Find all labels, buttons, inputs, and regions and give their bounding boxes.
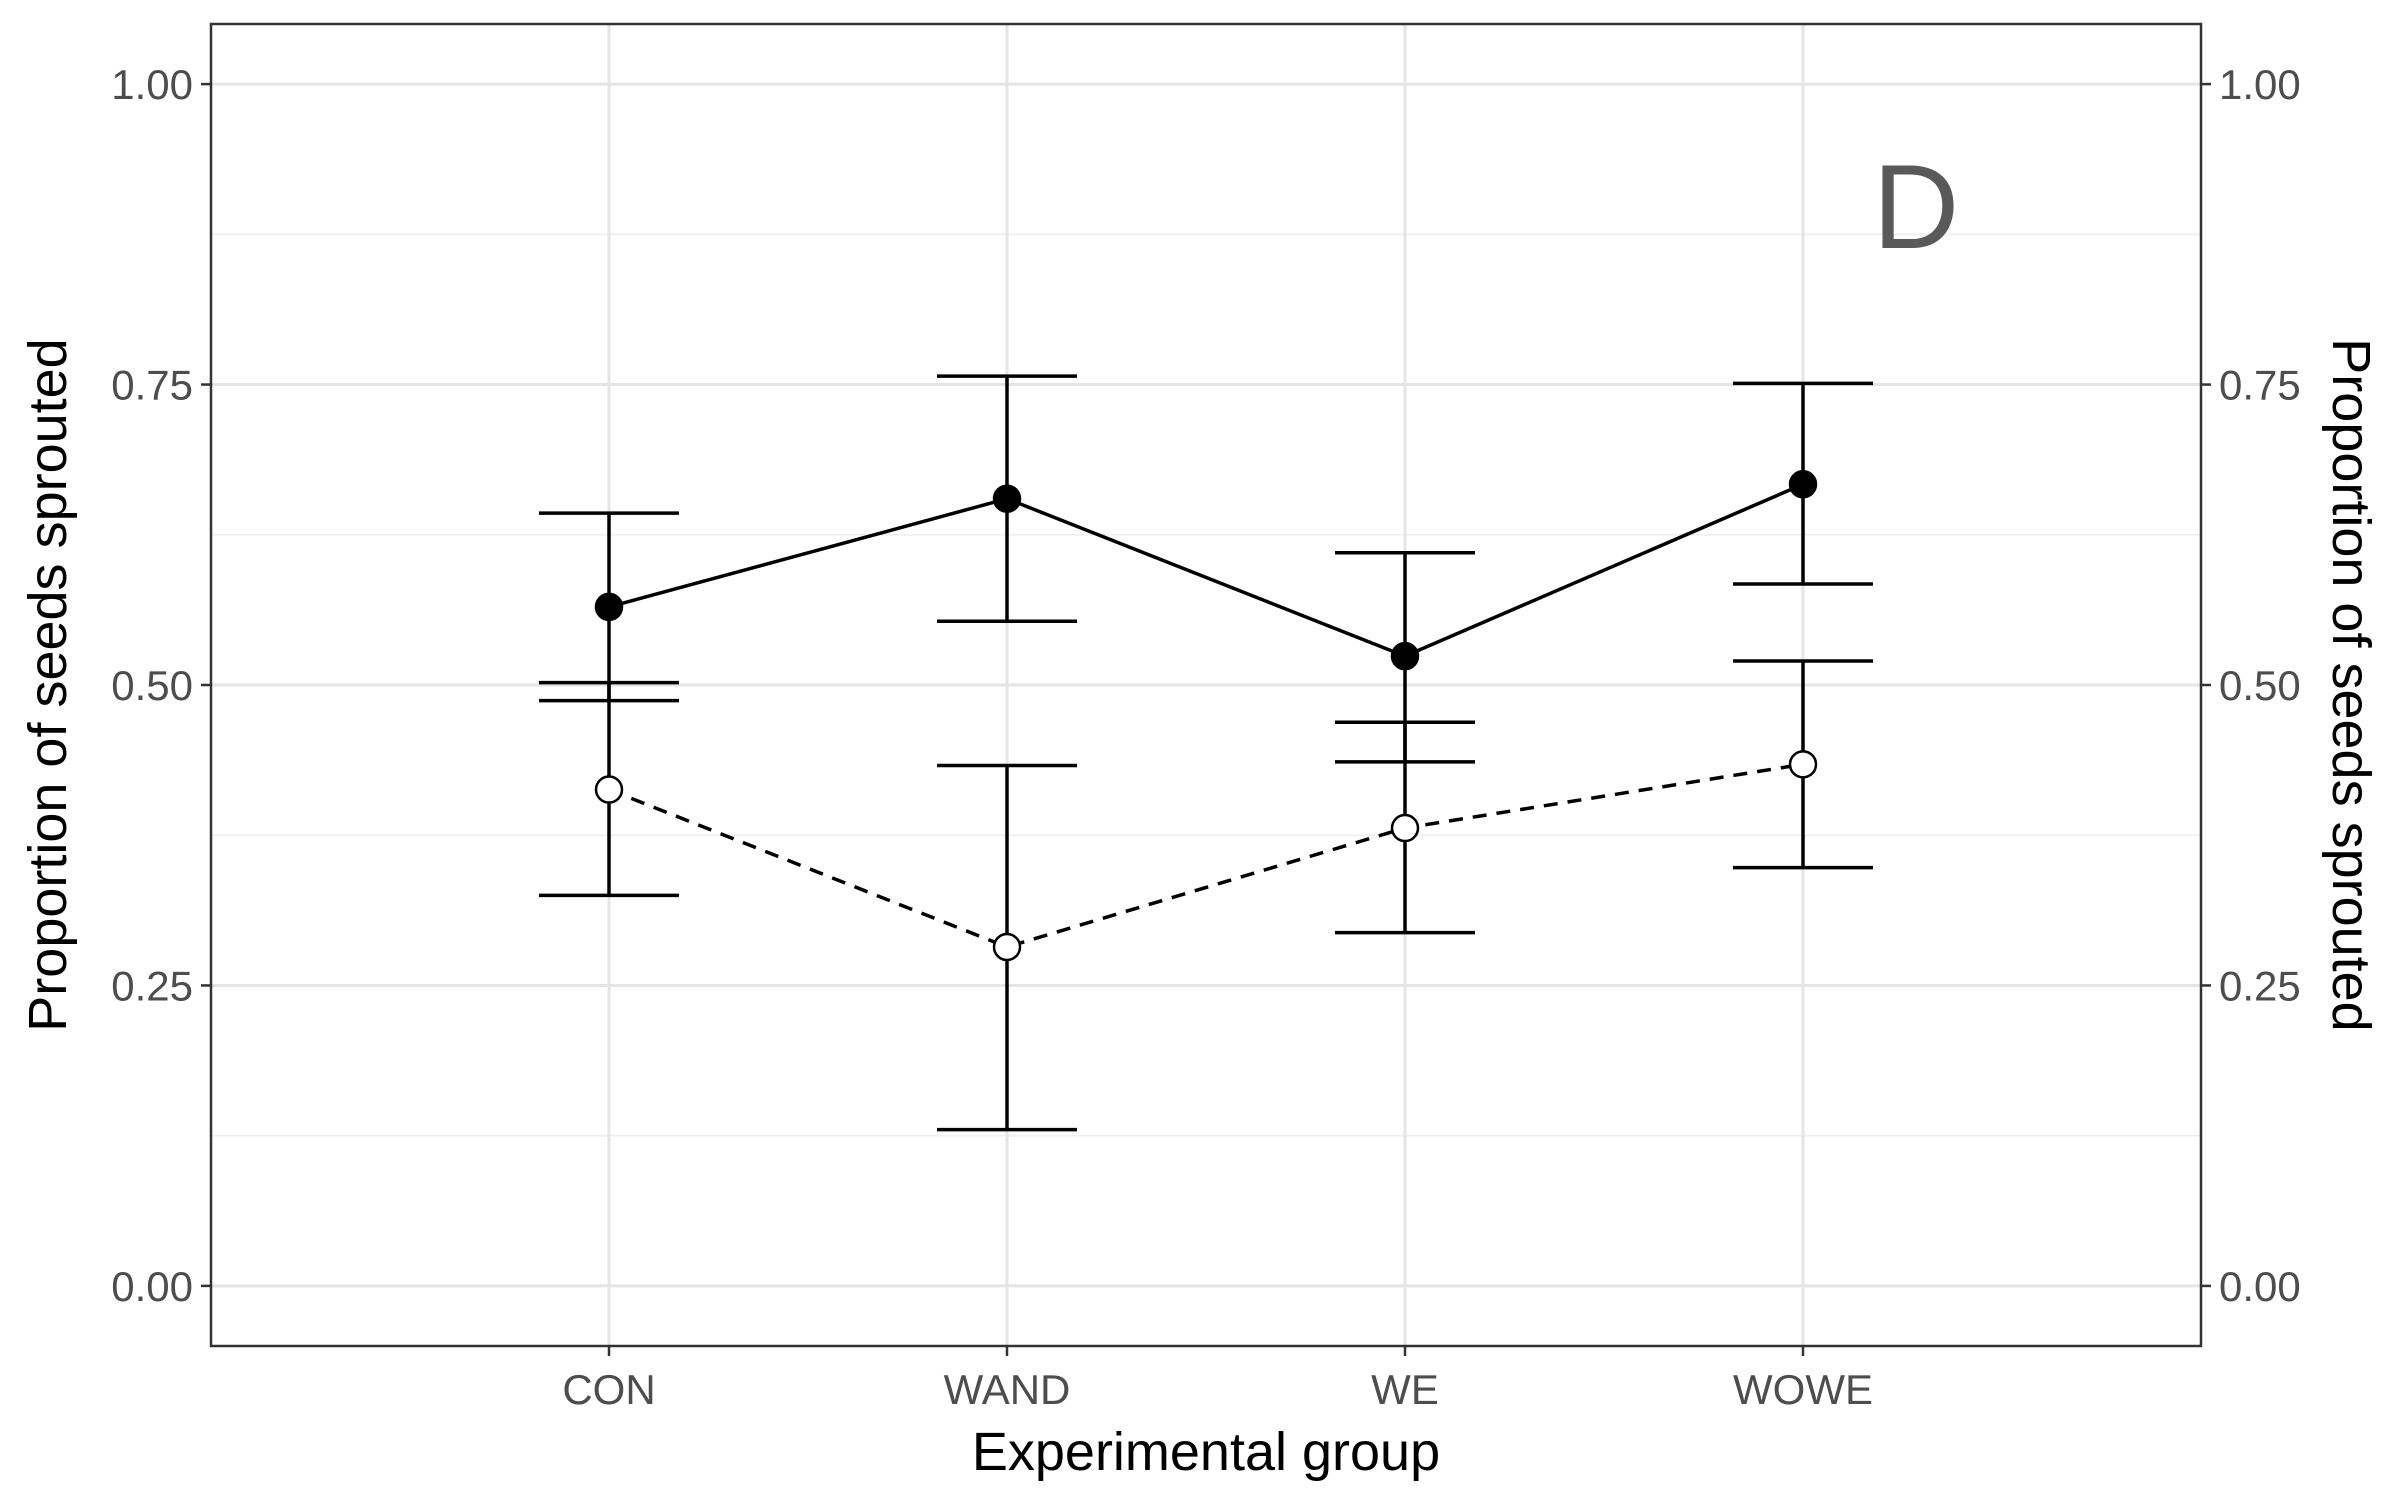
y-tick-label-left: 0.00 bbox=[111, 1263, 193, 1310]
panel-label: D bbox=[1873, 140, 1960, 274]
y-tick-label-left: 0.25 bbox=[111, 962, 193, 1009]
data-point-filled bbox=[594, 592, 624, 622]
series-layer bbox=[539, 374, 1873, 1132]
y-tick-label-left: 0.50 bbox=[111, 662, 193, 709]
data-point-open bbox=[594, 775, 624, 804]
x-tick-label: WOWE bbox=[1733, 1366, 1873, 1413]
axis-ticks: 0.00 0.00 0.25 0.25 0.50 0.50 0.75 0.75 1.00 1.00… bbox=[111, 61, 2301, 1413]
y-tick-label-left: 0.75 bbox=[111, 362, 193, 409]
x-axis-title: Experimental group bbox=[972, 1422, 1440, 1482]
y-tick-label-left: 1.00 bbox=[111, 61, 193, 108]
y-tick-label-right: 0.25 bbox=[2219, 962, 2301, 1009]
data-point-filled bbox=[992, 484, 1022, 513]
series-line bbox=[608, 482, 1804, 659]
y-axis-title-left: Proportion of seeds sprouted bbox=[18, 338, 78, 1031]
y-axis-title-right: Proportion of seeds sprouted bbox=[2321, 338, 2381, 1031]
y-tick-label-right: 0.00 bbox=[2219, 1263, 2301, 1310]
data-point-open bbox=[1390, 813, 1420, 843]
data-point-open bbox=[992, 932, 1022, 962]
y-tick-label-right: 0.50 bbox=[2219, 662, 2301, 709]
series-line bbox=[608, 762, 1804, 949]
x-tick-label: WE bbox=[1371, 1366, 1439, 1413]
data-point-open bbox=[1788, 750, 1818, 779]
data-point-filled bbox=[1390, 641, 1420, 671]
y-tick-label-right: 1.00 bbox=[2219, 61, 2301, 108]
data-point-filled bbox=[1788, 470, 1818, 499]
y-tick-label-right: 0.75 bbox=[2219, 362, 2301, 409]
x-tick-label: WAND bbox=[944, 1366, 1071, 1413]
x-tick-label: CON bbox=[562, 1366, 655, 1413]
